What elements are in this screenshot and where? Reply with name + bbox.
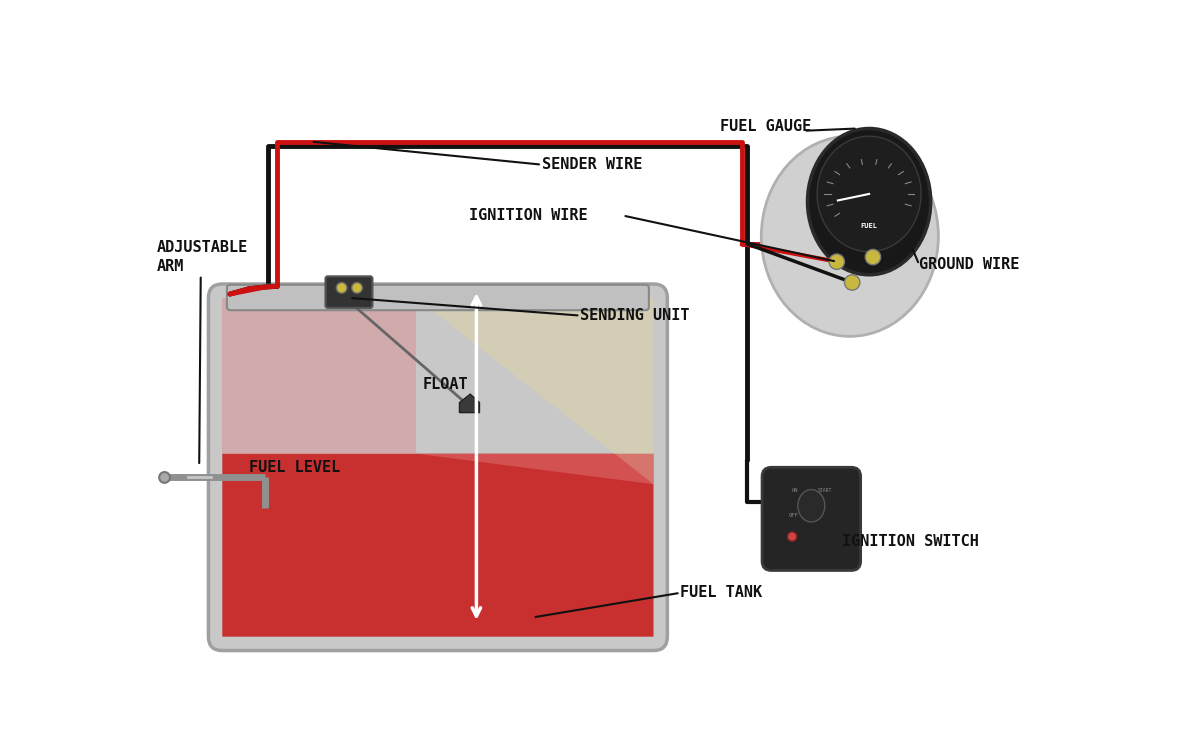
Ellipse shape — [817, 136, 922, 251]
FancyBboxPatch shape — [762, 467, 860, 570]
Text: IGNITION SWITCH: IGNITION SWITCH — [842, 534, 979, 550]
Text: FUEL: FUEL — [860, 223, 877, 229]
Polygon shape — [222, 454, 654, 484]
Text: FUEL LEVEL: FUEL LEVEL — [250, 460, 341, 475]
Polygon shape — [460, 394, 480, 413]
Polygon shape — [222, 298, 416, 454]
Polygon shape — [416, 298, 654, 484]
Text: FLOAT: FLOAT — [422, 377, 468, 392]
FancyBboxPatch shape — [227, 284, 649, 310]
Text: ADJUSTABLE
ARM: ADJUSTABLE ARM — [157, 240, 248, 274]
Ellipse shape — [798, 489, 824, 522]
Text: GROUND WIRE: GROUND WIRE — [919, 257, 1020, 272]
Text: SENDER WIRE: SENDER WIRE — [542, 157, 642, 172]
Text: FUEL GAUGE: FUEL GAUGE — [720, 119, 811, 133]
Ellipse shape — [808, 128, 931, 275]
Ellipse shape — [761, 136, 938, 336]
Circle shape — [787, 532, 797, 541]
FancyBboxPatch shape — [325, 276, 372, 308]
Text: OFF: OFF — [788, 514, 798, 518]
FancyBboxPatch shape — [209, 284, 667, 651]
Circle shape — [829, 254, 845, 270]
Circle shape — [845, 275, 860, 290]
Circle shape — [336, 282, 347, 293]
Text: ON: ON — [792, 488, 799, 493]
Text: START: START — [817, 488, 832, 493]
Circle shape — [160, 472, 170, 483]
Text: IGNITION WIRE: IGNITION WIRE — [469, 208, 587, 223]
Circle shape — [352, 282, 362, 293]
Text: SENDING UNIT: SENDING UNIT — [581, 308, 690, 323]
Circle shape — [865, 249, 881, 265]
FancyBboxPatch shape — [222, 454, 654, 637]
Text: FUEL TANK: FUEL TANK — [680, 585, 762, 601]
